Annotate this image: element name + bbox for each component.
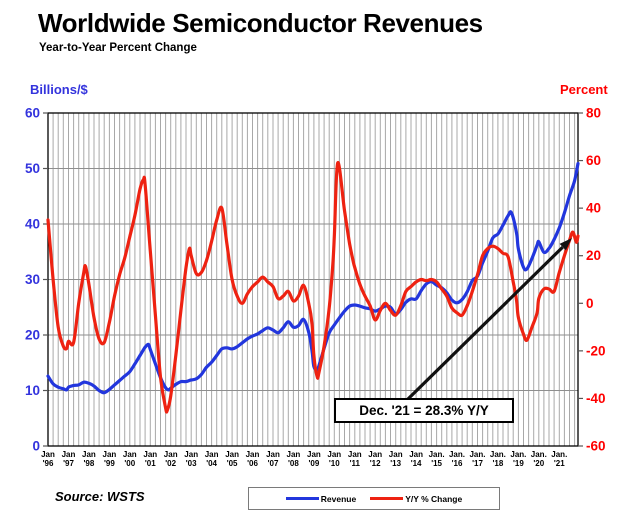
- x-axis-label-month: Jan: [82, 450, 96, 459]
- left-axis-tick-label: 10: [25, 383, 40, 398]
- x-axis-label-month: Jan.: [469, 450, 485, 459]
- x-axis-label-year: '98: [83, 459, 94, 468]
- right-axis-tick-label: 60: [586, 153, 601, 168]
- x-axis-label-month: Jan.: [531, 450, 547, 459]
- x-axis-label-year: '03: [186, 459, 197, 468]
- right-axis-tick-label: -40: [586, 391, 606, 406]
- x-axis-label-month: Jan: [62, 450, 76, 459]
- yoy-line: [46, 161, 580, 414]
- legend: Revenue Y/Y % Change: [248, 487, 500, 510]
- x-axis-label-month: Jan: [348, 450, 362, 459]
- chart-subtitle: Year-to-Year Percent Change: [39, 42, 197, 54]
- x-axis-label-month: Jan: [103, 450, 117, 459]
- left-axis-tick-label: 20: [25, 328, 40, 343]
- x-axis-label-year: '17: [472, 459, 483, 468]
- x-axis-label-month: Jan: [184, 450, 198, 459]
- annotation-callout: Dec. '21 = 28.3% Y/Y: [334, 398, 514, 423]
- legend-label-revenue: Revenue: [320, 493, 357, 504]
- x-axis-label-year: '99: [104, 459, 115, 468]
- right-axis-tick-label: 80: [586, 106, 601, 121]
- x-axis-label-month: Jan: [327, 450, 341, 459]
- right-axis-tick-label: 20: [586, 248, 601, 263]
- x-axis-label-month: Jan: [143, 450, 157, 459]
- x-axis-label-year: '97: [63, 459, 74, 468]
- right-axis-tick-label: 0: [586, 296, 594, 311]
- x-axis-label-year: '21: [554, 459, 565, 468]
- left-axis-title: Billions/$: [30, 82, 88, 97]
- x-axis-label-month: Jan: [123, 450, 137, 459]
- right-axis-tick-label: -20: [586, 343, 606, 358]
- x-axis-label-month: Jan.: [490, 450, 506, 459]
- left-axis-tick-label: 30: [25, 272, 40, 287]
- x-axis-label-month: Jan: [246, 450, 260, 459]
- x-axis-label-month: Jan: [205, 450, 219, 459]
- left-axis-tick-label: 50: [25, 161, 40, 176]
- legend-item-yoy: Y/Y % Change: [370, 494, 462, 504]
- x-axis-label-month: Jan.: [551, 450, 567, 459]
- revenue-line-swatch: [285, 497, 319, 500]
- annotation-arrowhead: [559, 238, 572, 251]
- x-axis-label-month: Jan: [389, 450, 403, 459]
- x-axis-label-year: '96: [43, 459, 54, 468]
- x-axis-label-year: '15: [431, 459, 442, 468]
- x-axis-label-year: '14: [411, 459, 422, 468]
- x-axis-label-year: '20: [533, 459, 544, 468]
- x-axis-label-year: '13: [390, 459, 401, 468]
- x-axis-label-month: Jan.: [449, 450, 465, 459]
- x-axis-label-month: Jan: [41, 450, 55, 459]
- x-axis-label-year: '10: [329, 459, 340, 468]
- x-axis-label-month: Jan: [307, 450, 321, 459]
- x-axis-label-month: Jan.: [429, 450, 445, 459]
- yoy-line-swatch: [370, 497, 404, 500]
- right-axis-title: Percent: [560, 82, 608, 97]
- x-axis-label-year: '07: [268, 459, 279, 468]
- x-axis-label-month: Jan: [266, 450, 280, 459]
- x-axis-label-year: '06: [247, 459, 258, 468]
- left-axis-tick-label: 60: [25, 106, 40, 121]
- x-axis-label-month: Jan: [164, 450, 178, 459]
- x-axis-label-month: Jan: [225, 450, 239, 459]
- x-axis-label-year: '02: [165, 459, 176, 468]
- x-axis-label-year: '01: [145, 459, 156, 468]
- chart-title: Worldwide Semiconductor Revenues: [38, 8, 483, 38]
- right-axis-tick-label: -60: [586, 439, 606, 454]
- x-axis-label-year: '09: [308, 459, 319, 468]
- x-axis-label-month: Jan: [368, 450, 382, 459]
- x-axis-label-year: '05: [227, 459, 238, 468]
- x-axis-label-year: '04: [206, 459, 217, 468]
- x-axis-label-year: '11: [350, 459, 361, 468]
- x-axis-label-year: '18: [492, 459, 503, 468]
- x-axis-label-year: '08: [288, 459, 299, 468]
- right-axis-tick-label: 40: [586, 201, 601, 216]
- annotation-text: Dec. '21 = 28.3% Y/Y: [359, 403, 489, 418]
- left-axis-tick-label: 40: [25, 217, 40, 232]
- x-axis-label-year: '16: [452, 459, 463, 468]
- x-axis-label-month: Jan: [287, 450, 301, 459]
- legend-label-yoy: Y/Y % Change: [405, 493, 463, 504]
- x-axis-label-year: '19: [513, 459, 524, 468]
- x-axis-label-month: Jan.: [510, 450, 526, 459]
- left-axis-tick-label: 0: [32, 439, 40, 454]
- x-axis-label-year: '00: [124, 459, 135, 468]
- x-axis-label-month: Jan: [409, 450, 423, 459]
- source-label: Source: WSTS: [55, 489, 145, 504]
- annotation-arrow-shaft: [406, 245, 564, 401]
- x-axis-label-year: '12: [370, 459, 381, 468]
- legend-item-revenue: Revenue: [285, 493, 357, 504]
